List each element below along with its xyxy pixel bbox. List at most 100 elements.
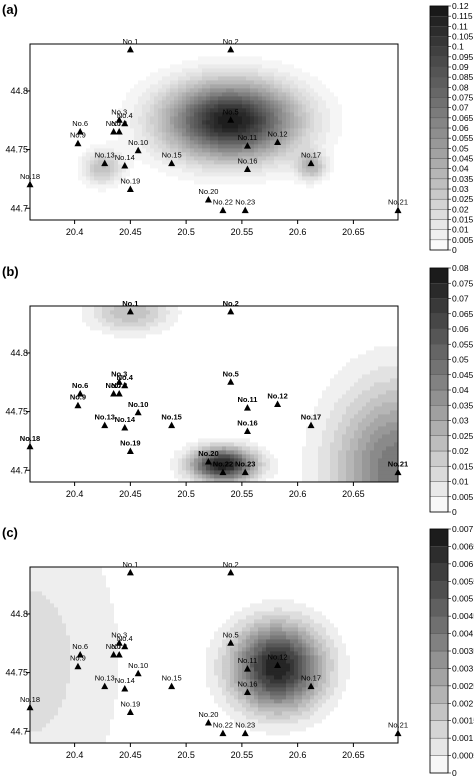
contour-cell: [38, 326, 43, 331]
contour-cell: [106, 108, 111, 113]
contour-cell: [46, 414, 51, 419]
contour-cell: [394, 68, 399, 73]
contour-cell: [262, 172, 267, 177]
contour-cell: [54, 358, 59, 363]
contour-cell: [154, 52, 159, 57]
contour-cell: [78, 52, 83, 57]
contour-cell: [234, 104, 239, 109]
contour-cell: [186, 208, 191, 213]
contour-cell: [50, 100, 55, 105]
contour-cell: [370, 168, 375, 173]
contour-cell: [382, 212, 387, 217]
contour-cell: [350, 216, 355, 221]
contour-cell: [110, 176, 115, 181]
contour-cell: [322, 208, 327, 213]
contour-cell: [178, 116, 183, 121]
contour-cell: [158, 136, 163, 141]
contour-cell: [302, 140, 307, 145]
contour-cell: [210, 176, 215, 181]
contour-cell: [250, 60, 255, 65]
contour-cell: [266, 132, 271, 137]
contour-cell: [218, 96, 223, 101]
contour-cell: [234, 44, 239, 49]
contour-cell: [214, 144, 219, 149]
contour-cell: [34, 466, 39, 471]
contour-cell: [106, 192, 111, 197]
contour-cell: [106, 156, 111, 161]
contour-cell: [34, 422, 39, 427]
contour-cell: [286, 92, 291, 97]
contour-cell: [182, 188, 187, 193]
contour-cell: [222, 96, 227, 101]
contour-cell: [190, 60, 195, 65]
contour-cell: [238, 96, 243, 101]
contour-cell: [66, 172, 71, 177]
contour-cell: [238, 124, 243, 129]
contour-cell: [94, 140, 99, 145]
contour-cell: [134, 160, 139, 165]
contour-cell: [382, 208, 387, 213]
contour-cell: [62, 398, 67, 403]
contour-cell: [298, 124, 303, 129]
contour-cell: [394, 116, 399, 121]
contour-cell: [90, 116, 95, 121]
contour-cell: [246, 100, 251, 105]
contour-cell: [42, 100, 47, 105]
contour-cell: [78, 322, 83, 327]
contour-cell: [154, 192, 159, 197]
contour-cell: [306, 60, 311, 65]
contour-cell: [322, 184, 327, 189]
panel-1: (a)20.4 20.45 20.5 20.55 20.6 20.6544.744.754…: [2, 1, 474, 255]
contour-cell: [46, 358, 51, 363]
contour-cell: [74, 446, 79, 451]
contour-cell: [274, 44, 279, 49]
contour-cell: [346, 148, 351, 153]
contour-cell: [38, 48, 43, 53]
contour-cell: [386, 140, 391, 145]
contour-cell: [202, 124, 207, 129]
contour-cell: [334, 216, 339, 221]
contour-cell: [302, 136, 307, 141]
contour-cell: [98, 100, 103, 105]
contour-cell: [78, 48, 83, 53]
contour-cell: [190, 100, 195, 105]
x-tick-label: 20.5: [177, 227, 195, 237]
contour-cell: [106, 88, 111, 93]
contour-cell: [78, 462, 83, 467]
contour-cell: [78, 366, 83, 371]
contour-cell: [70, 160, 75, 165]
contour-cell: [86, 450, 91, 455]
contour-cell: [310, 124, 315, 129]
contour-cell: [50, 160, 55, 165]
contour-cell: [226, 96, 231, 101]
contour-cell: [38, 188, 43, 193]
colorbar-tick-label: 0.1: [452, 42, 464, 52]
contour-cell: [322, 172, 327, 177]
contour-cell: [226, 212, 231, 217]
contour-cell: [122, 152, 127, 157]
contour-cell: [82, 124, 87, 129]
contour-cell: [274, 92, 279, 97]
contour-cell: [338, 92, 343, 97]
contour-cell: [74, 378, 79, 383]
contour-cell: [254, 60, 259, 65]
contour-cell: [90, 212, 95, 217]
contour-cell: [254, 136, 259, 141]
contour-cell: [370, 184, 375, 189]
contour-cell: [42, 76, 47, 81]
contour-cell: [94, 136, 99, 141]
contour-cell: [186, 52, 191, 57]
contour-cell: [206, 80, 211, 85]
colorbar-tick-label: 0.01: [452, 225, 469, 235]
contour-cell: [134, 124, 139, 129]
contour-cell: [162, 176, 167, 181]
contour-cell: [82, 318, 87, 323]
contour-cell: [46, 458, 51, 463]
contour-cell: [254, 120, 259, 125]
contour-cell: [354, 144, 359, 149]
contour-cell: [90, 430, 95, 435]
contour-cell: [86, 322, 91, 327]
contour-cell: [182, 64, 187, 69]
contour-cell: [194, 100, 199, 105]
contour-cell: [138, 112, 143, 117]
